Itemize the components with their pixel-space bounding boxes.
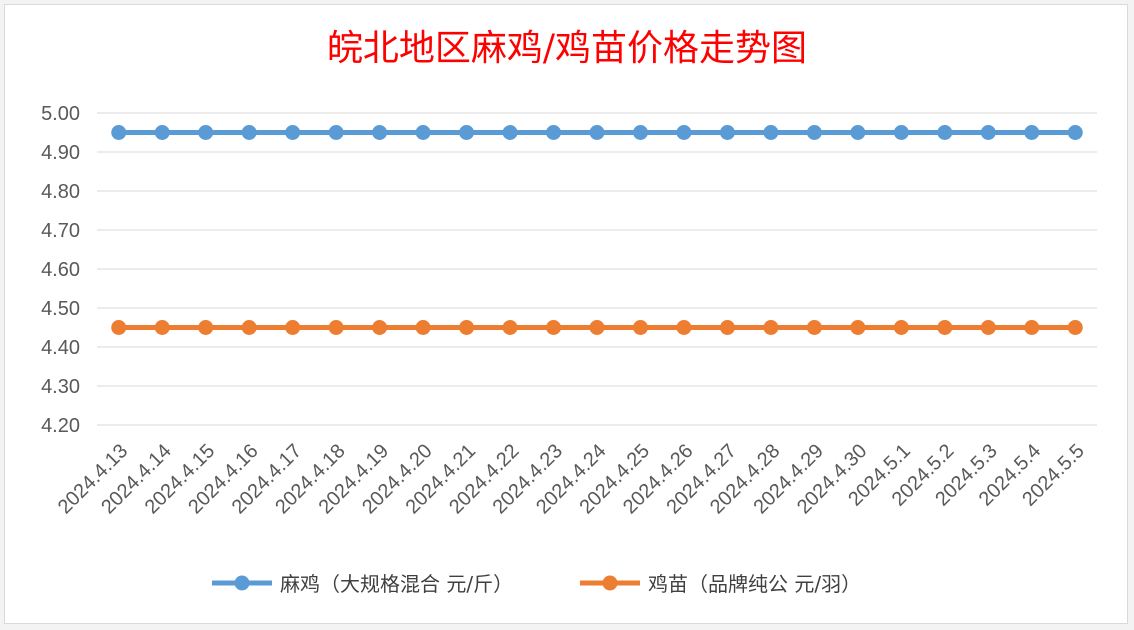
data-point (719, 320, 735, 335)
data-point (328, 320, 344, 335)
data-point (502, 320, 518, 335)
data-point (632, 320, 648, 335)
y-tick-label: 4.20 (41, 415, 80, 437)
y-tick-label: 4.30 (41, 376, 80, 398)
data-point (154, 320, 170, 335)
data-point (893, 320, 909, 335)
data-point (1024, 125, 1040, 140)
x-axis-ticks: 2024.4.132024.4.142024.4.152024.4.162024… (54, 440, 1089, 518)
data-point (1067, 125, 1083, 140)
y-tick-label: 5.00 (41, 103, 80, 125)
legend-item: 麻鸡（大规格混合 元/斤） (212, 572, 513, 596)
data-point (980, 320, 996, 335)
data-point (763, 320, 779, 335)
data-point (111, 320, 127, 335)
y-tick-label: 4.60 (41, 259, 80, 281)
chart-title: 皖北地区麻鸡/鸡苗价格走势图 (327, 28, 807, 69)
data-point (459, 125, 475, 140)
y-axis-ticks: 4.20 4.30 4.40 4.50 4.60 4.70 4.80 4.90 5.00 (41, 103, 80, 437)
data-point (806, 125, 822, 140)
y-tick-label: 4.40 (41, 337, 80, 359)
data-point (937, 125, 953, 140)
data-point (589, 125, 605, 140)
legend: 麻鸡（大规格混合 元/斤） 鸡苗（品牌纯公 元/羽） (212, 572, 861, 596)
data-point (589, 320, 605, 335)
data-point (937, 320, 953, 335)
series-0 (111, 125, 1083, 140)
data-point (806, 320, 822, 335)
data-point (719, 125, 735, 140)
data-point (763, 125, 779, 140)
data-point (198, 320, 214, 335)
legend-label: 鸡苗（品牌纯公 元/羽） (648, 572, 861, 596)
data-point (546, 125, 562, 140)
data-point (241, 320, 257, 335)
y-tick-label: 4.70 (41, 220, 80, 242)
y-tick-label: 4.50 (41, 298, 80, 320)
data-point (980, 125, 996, 140)
chart-area (4, 4, 1128, 624)
data-point (154, 125, 170, 140)
data-point (372, 320, 388, 335)
data-point (198, 125, 214, 140)
data-point (502, 125, 518, 140)
data-point (676, 125, 692, 140)
data-point (285, 125, 301, 140)
series-1 (111, 320, 1083, 335)
data-point (285, 320, 301, 335)
data-point (372, 125, 388, 140)
legend-marker (234, 575, 250, 591)
data-point (850, 125, 866, 140)
data-point (1024, 320, 1040, 335)
data-point (1067, 320, 1083, 335)
legend-item: 鸡苗（品牌纯公 元/羽） (580, 572, 861, 596)
data-point (850, 320, 866, 335)
legend-label: 麻鸡（大规格混合 元/斤） (280, 572, 513, 596)
series-group (111, 125, 1083, 335)
data-point (415, 320, 431, 335)
data-point (111, 125, 127, 140)
data-point (328, 125, 344, 140)
data-point (459, 320, 475, 335)
data-point (676, 320, 692, 335)
data-point (632, 125, 648, 140)
legend-marker (602, 575, 618, 591)
data-point (415, 125, 431, 140)
gridlines (97, 112, 1097, 426)
data-point (893, 125, 909, 140)
y-tick-label: 4.80 (41, 181, 80, 203)
data-point (241, 125, 257, 140)
y-tick-label: 4.90 (41, 142, 80, 164)
data-point (546, 320, 562, 335)
